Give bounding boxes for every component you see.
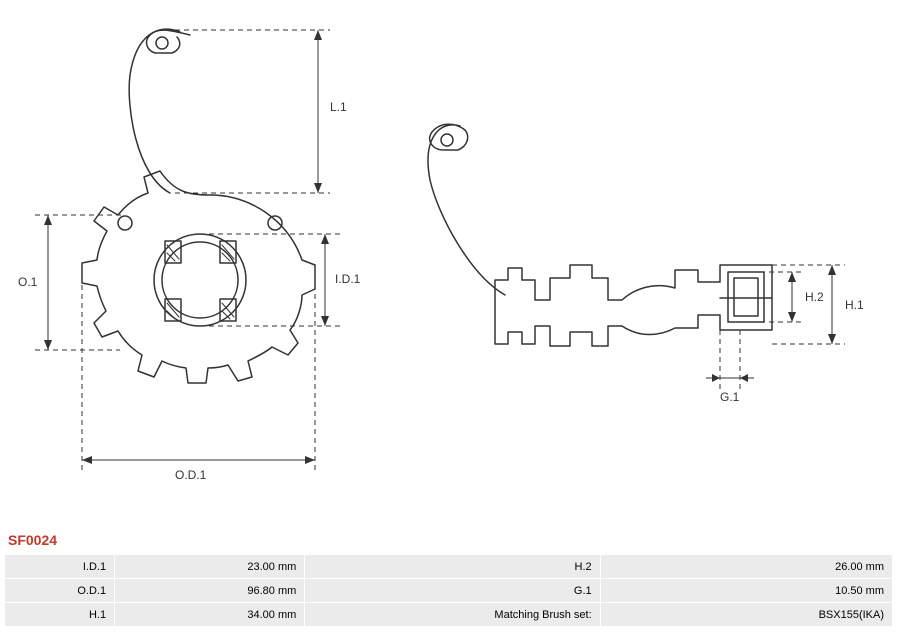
- spec-value: 10.50 mm: [600, 579, 892, 603]
- spec-table: I.D.1 23.00 mm H.2 26.00 mm O.D.1 96.80 …: [4, 554, 893, 627]
- table-row: I.D.1 23.00 mm H.2 26.00 mm: [5, 555, 893, 579]
- part-number: SF0024: [8, 532, 57, 548]
- table-row: H.1 34.00 mm Matching Brush set: BSX155(…: [5, 603, 893, 627]
- spec-value: 34.00 mm: [115, 603, 305, 627]
- dim-label-od1: O.D.1: [175, 468, 206, 482]
- spec-key: Matching Brush set:: [305, 603, 600, 627]
- spec-key: G.1: [305, 579, 600, 603]
- dim-label-g1: G.1: [720, 390, 739, 404]
- spec-value: 26.00 mm: [600, 555, 892, 579]
- dim-label-h1: H.1: [845, 298, 864, 312]
- front-view: [40, 5, 380, 525]
- table-row: O.D.1 96.80 mm G.1 10.50 mm: [5, 579, 893, 603]
- spec-key: O.D.1: [5, 579, 115, 603]
- dim-label-id1: I.D.1: [335, 272, 360, 286]
- spec-value: BSX155(IKA): [600, 603, 892, 627]
- spec-key: I.D.1: [5, 555, 115, 579]
- dim-label-l1: L.1: [330, 100, 347, 114]
- spec-key: H.2: [305, 555, 600, 579]
- spec-value: 96.80 mm: [115, 579, 305, 603]
- spec-value: 23.00 mm: [115, 555, 305, 579]
- dim-label-o1: O.1: [18, 275, 37, 289]
- technical-drawing: L.1 I.D.1 O.1 O.D.1 H.1 H.2 G.1: [0, 0, 897, 530]
- spec-key: H.1: [5, 603, 115, 627]
- dim-label-h2: H.2: [805, 290, 824, 304]
- side-view: [400, 100, 870, 460]
